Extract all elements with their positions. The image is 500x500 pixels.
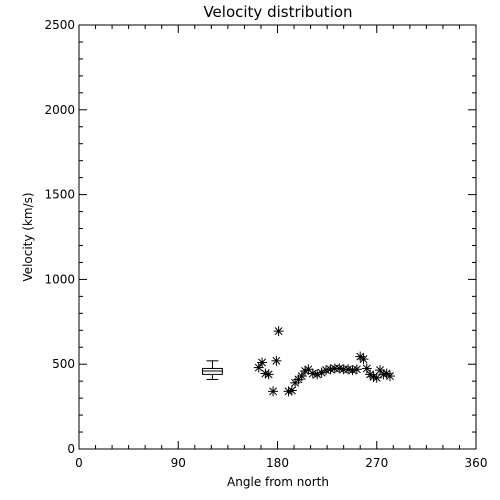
scatter-points xyxy=(253,326,395,397)
data-point xyxy=(296,371,307,382)
data-point xyxy=(273,326,284,337)
x-tick-label: 90 xyxy=(171,456,186,470)
data-point xyxy=(268,386,279,397)
x-tick-label: 360 xyxy=(465,456,488,470)
data-point xyxy=(286,385,297,396)
tick-labels: 0 90 180 270 360 0 500 1000 1500 2000 2500 xyxy=(44,18,487,470)
plot-frame xyxy=(78,24,477,450)
y-tick-label: 500 xyxy=(52,357,75,371)
data-point xyxy=(257,357,268,368)
data-point xyxy=(375,365,386,376)
x-tick-label: 0 xyxy=(75,456,83,470)
data-point xyxy=(384,371,395,382)
data-point xyxy=(358,354,369,365)
data-point xyxy=(271,355,282,366)
data-point xyxy=(312,369,323,380)
y-tick-label: 1000 xyxy=(44,272,75,286)
x-tick-label: 270 xyxy=(365,456,388,470)
x-axis-label: Angle from north xyxy=(227,475,329,489)
chart-title: Velocity distribution xyxy=(203,3,352,21)
y-tick-label: 2500 xyxy=(44,18,75,32)
y-tick-label: 1500 xyxy=(44,188,75,202)
box-plot xyxy=(202,360,223,380)
y-tick-label: 0 xyxy=(67,442,75,456)
y-tick-label: 2000 xyxy=(44,103,75,117)
y-axis-label: Velocity (km/s) xyxy=(21,192,35,281)
x-tick-label: 180 xyxy=(266,456,289,470)
data-point xyxy=(253,362,264,373)
data-point xyxy=(263,369,274,380)
data-point xyxy=(351,364,362,375)
axis-ticks xyxy=(78,24,477,450)
